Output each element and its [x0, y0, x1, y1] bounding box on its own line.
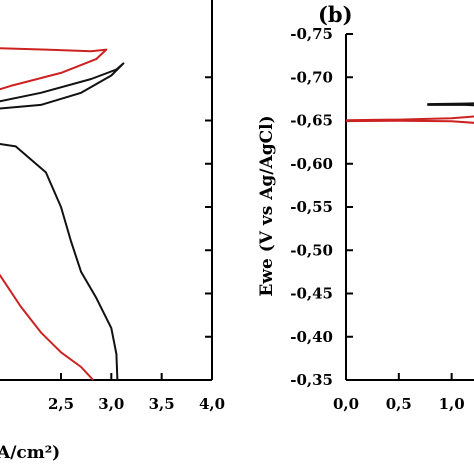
panel-a-x-tick-label: 2,5 — [48, 395, 74, 413]
panel-a-x-axis-label: A/cm²) — [0, 443, 60, 463]
panel-b-label: (b) — [318, 2, 353, 27]
panel-a: 2,5 3,0 3,5 4,0 A/cm²) — [0, 0, 225, 463]
panel-a-right-ticks — [205, 76, 212, 338]
panel-b-series-2-segment-2 — [427, 102, 474, 106]
panel-b-x-ticks — [345, 373, 453, 380]
panel-b-series-2-segment-1 — [427, 103, 474, 107]
panel-b-y-tick-label: -0,75 — [290, 25, 333, 43]
panel-b-x-tick-label: 0,5 — [386, 395, 412, 413]
panel-a-series-1-segment-1 — [0, 47, 108, 91]
panel-b-y-tick-label: -0,60 — [290, 155, 333, 173]
panel-a-x-tick-label: 4,0 — [199, 395, 225, 413]
panel-b-y-ticks — [346, 33, 353, 381]
panel-b-series-1-segment-1 — [345, 119, 474, 124]
panel-a-series-1-segment-2 — [0, 273, 94, 381]
panel-b-y-tick-label: -0,55 — [290, 198, 333, 216]
panel-a-x-tick-label: 3,0 — [98, 395, 124, 413]
panel-b-y-axis-label: Ewe (V vs Ag/AgCl) — [257, 115, 277, 296]
panel-b-y-tick-label: -0,40 — [290, 328, 333, 346]
panel-b-x-tick-label: 1,0 — [439, 395, 465, 413]
panel-b-y-tick-label: -0,65 — [290, 112, 333, 130]
panel-a-series-2-segment-1 — [0, 62, 125, 110]
panel-b-y-tick-labels: -0,35 -0,40 -0,45 -0,50 -0,55 -0,60 -0,65 -0,70… — [290, 25, 333, 389]
panel-b-y-tick-label: -0,70 — [290, 68, 333, 86]
panel-a-series-2-segment-2 — [0, 142, 119, 381]
panel-b-series-1-segment-2 — [345, 115, 474, 122]
panel-b-x-tick-label: 0,0 — [333, 395, 359, 413]
panel-a-x-tick-labels: 2,5 3,0 3,5 4,0 — [48, 395, 225, 413]
panel-a-x-tick-label: 3,5 — [149, 395, 175, 413]
panel-b-y-tick-label: -0,50 — [290, 241, 333, 259]
panel-b-curves — [345, 102, 474, 124]
panel-a-x-ticks — [60, 373, 213, 380]
panel-b-y-tick-label: -0,45 — [290, 285, 333, 303]
panel-b: (b) Ewe (V vs Ag/AgCl) -0,35-0,40-0,45-0… — [257, 2, 474, 413]
panel-b-y-tick-label: -0,35 — [290, 371, 333, 389]
panel-b-x-tick-labels: 0,00,51,01 — [333, 395, 465, 413]
panel-a-curves — [0, 47, 125, 381]
